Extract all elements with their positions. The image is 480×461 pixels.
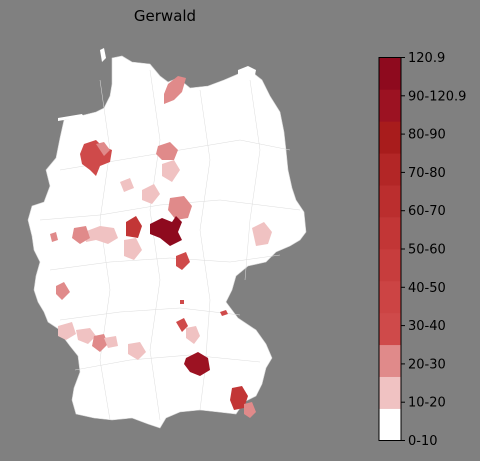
colorbar-tick-label: 70-80 [408,166,446,181]
colorbar-bin [379,89,401,122]
district-nw-small [96,142,110,156]
district-central-3 [176,252,190,270]
district-bavaria-dark [184,352,210,376]
district-red-central [126,216,142,238]
district-north-1 [164,76,186,104]
colorbar-tick-label: 50-60 [408,243,446,258]
colorbar-tick-label: 60-70 [408,204,446,219]
colorbar-bin [379,153,401,186]
district-pink-west [84,226,118,244]
district-sw-4 [104,336,118,348]
district-small-west [50,232,58,242]
district-borders [39,69,301,421]
colorbar-bin [379,280,401,314]
district-central-2 [168,196,192,220]
district-north-central-2 [162,160,180,182]
colorbar-bin [379,57,401,90]
district-rose-west [72,226,90,244]
colorbar-bins [379,57,401,441]
colorbar-bin [379,121,401,154]
district-west-1 [120,178,134,192]
colorbar-tick-label: 80-90 [408,128,446,143]
colorbar-tick-label: 20-30 [408,357,446,372]
colorbar-bin [379,185,401,218]
district-south-central [128,342,146,360]
district-small-dot [180,300,184,304]
colorbar-tick-label: 0-10 [408,434,438,449]
district-central-1 [142,184,160,204]
map-title: Gerwald [133,7,197,25]
colorbar-bin [379,376,401,409]
germany-choropleth-map [27,48,307,429]
district-sw-2 [76,328,96,344]
colorbar-tick-label: 90-120.9 [408,89,466,104]
ruegen-island [238,66,256,82]
east-frisian-islands [58,114,84,121]
colorbar-bin [379,408,401,441]
colorbar-legend: 0-10 10-20 20-30 30-40 40-50 50-60 60-70 70-80 8… [378,51,466,449]
district-east-pink [252,222,272,246]
colorbar-tick-label: 10-20 [408,396,446,411]
district-se-1 [230,386,248,410]
district-west-2 [56,282,70,300]
district-small-east [220,310,228,316]
district-north-central [156,142,178,160]
district-sw-1 [58,322,76,340]
colorbar-bin [379,217,401,250]
colorbar-tick-label: 40-50 [408,281,446,296]
district-sw-3 [92,334,108,352]
district-dark-1 [150,216,182,246]
colorbar-tick-label: 30-40 [408,319,446,334]
colorbar-bin [379,312,401,346]
district-south-pink [186,326,200,344]
colorbar-bin [379,344,401,377]
district-south-1 [176,318,188,332]
highlighted-districts [50,76,272,418]
colorbar-bin [379,249,401,282]
colorbar-tick-label: 120.9 [408,51,445,66]
colorbar-ticks: 0-10 10-20 20-30 30-40 40-50 50-60 60-70 70-80 8… [401,51,466,449]
north-frisian-islands [100,48,106,62]
district-se-2 [244,402,256,418]
district-pink-central [124,238,142,260]
